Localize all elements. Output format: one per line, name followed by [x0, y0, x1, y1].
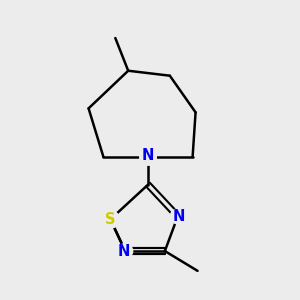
Circle shape: [101, 210, 119, 228]
Text: S: S: [105, 212, 116, 227]
Circle shape: [118, 244, 133, 259]
Text: N: N: [142, 148, 154, 163]
Text: N: N: [118, 244, 130, 259]
Text: N: N: [173, 209, 185, 224]
Circle shape: [140, 148, 156, 165]
Circle shape: [170, 209, 185, 224]
